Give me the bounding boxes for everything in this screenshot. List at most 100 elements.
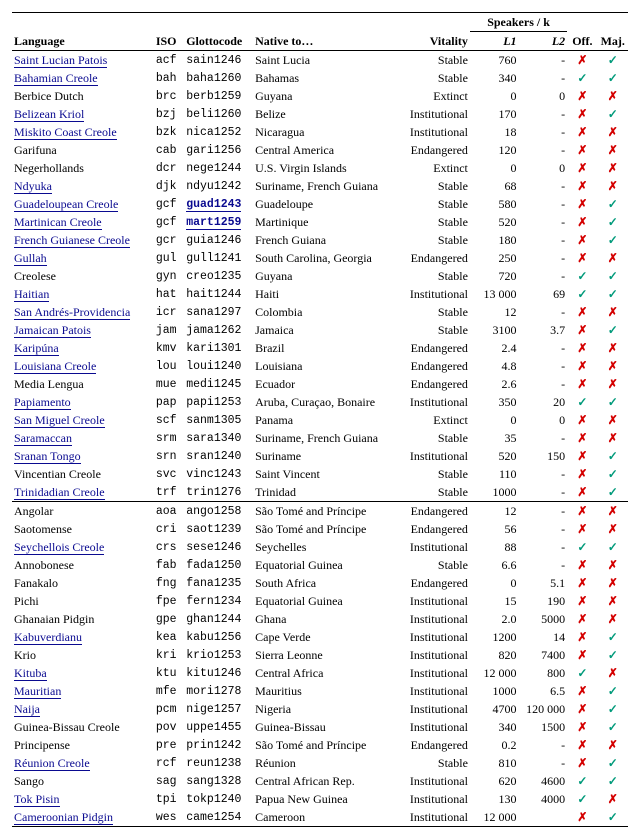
language-link[interactable]: Saramaccan [14, 431, 72, 446]
cell-language: San Miguel Creole [12, 411, 154, 429]
cell-glottocode: gari1256 [184, 141, 253, 159]
header-language: Language [12, 13, 154, 51]
header-native: Native to… [253, 13, 395, 51]
cell-official: ✗ [567, 357, 597, 375]
glottocode-link[interactable]: mart1259 [186, 216, 241, 230]
cell-native: Martinique [253, 213, 395, 231]
cell-l2: - [519, 502, 568, 521]
language-link[interactable]: Réunion Creole [14, 756, 90, 771]
cell-native: Papua New Guinea [253, 790, 395, 808]
cell-majority: ✓ [598, 447, 628, 465]
cell-vitality: Stable [395, 321, 470, 339]
cell-vitality: Institutional [395, 393, 470, 411]
cell-vitality: Endangered [395, 502, 470, 521]
cell-native: Louisiana [253, 357, 395, 375]
cell-l2: 1500 [519, 718, 568, 736]
cell-language: Vincentian Creole [12, 465, 154, 483]
language-link[interactable]: Ndyuka [14, 179, 52, 194]
cell-official: ✗ [567, 213, 597, 231]
cell-official: ✗ [567, 502, 597, 521]
cell-language: Berbice Dutch [12, 87, 154, 105]
cell-glottocode: guad1243 [184, 195, 253, 213]
cell-official: ✓ [567, 538, 597, 556]
header-glotto: Glottocode [184, 13, 253, 51]
language-link[interactable]: San Andrés-Providencia [14, 305, 130, 320]
table-row: Sranan Tongosrnsran1240SurinameInstituti… [12, 447, 628, 465]
cell-glottocode: baha1260 [184, 69, 253, 87]
cell-majority: ✗ [598, 375, 628, 393]
cell-official: ✗ [567, 87, 597, 105]
cell-l1: 4700 [470, 700, 519, 718]
cell-native: Guyana [253, 267, 395, 285]
cell-iso: sag [154, 772, 184, 790]
cell-vitality: Institutional [395, 646, 470, 664]
cell-majority: ✗ [598, 411, 628, 429]
language-link[interactable]: San Miguel Creole [14, 413, 105, 428]
language-link[interactable]: Karipúna [14, 341, 59, 356]
cell-glottocode: tokp1240 [184, 790, 253, 808]
cell-language: Martinican Creole [12, 213, 154, 231]
cell-glottocode: sana1297 [184, 303, 253, 321]
table-row: Ghanaian Pidgingpeghan1244GhanaInstituti… [12, 610, 628, 628]
cell-native: Mauritius [253, 682, 395, 700]
cell-majority: ✓ [598, 321, 628, 339]
language-link[interactable]: Sranan Tongo [14, 449, 81, 464]
cell-vitality: Endangered [395, 141, 470, 159]
cell-majority: ✗ [598, 159, 628, 177]
cell-native: Suriname, French Guiana [253, 177, 395, 195]
language-link[interactable]: Bahamian Creole [14, 71, 98, 86]
language-link[interactable]: Tok Pisin [14, 792, 60, 807]
cell-majority: ✗ [598, 556, 628, 574]
language-link[interactable]: Miskito Coast Creole [14, 125, 117, 140]
cell-native: Suriname, French Guiana [253, 429, 395, 447]
cell-iso: aoa [154, 502, 184, 521]
cell-glottocode: kabu1256 [184, 628, 253, 646]
cell-glottocode: kitu1246 [184, 664, 253, 682]
table-row: Tok Pisintpitokp1240Papua New GuineaInst… [12, 790, 628, 808]
cell-native: Guyana [253, 87, 395, 105]
cell-vitality: Endangered [395, 736, 470, 754]
cell-native: São Tomé and Príncipe [253, 736, 395, 754]
cell-l2: - [519, 520, 568, 538]
language-link[interactable]: Louisiana Creole [14, 359, 96, 374]
language-link[interactable]: Jamaican Patois [14, 323, 91, 338]
language-link[interactable]: Gullah [14, 251, 47, 266]
cell-official: ✗ [567, 447, 597, 465]
cell-l2: 5.1 [519, 574, 568, 592]
cell-native: U.S. Virgin Islands [253, 159, 395, 177]
language-link[interactable]: Saint Lucian Patois [14, 53, 107, 68]
language-link[interactable]: Mauritian [14, 684, 61, 699]
language-link[interactable]: Seychellois Creole [14, 540, 104, 555]
glottocode-link[interactable]: guad1243 [186, 198, 241, 212]
cell-language: French Guianese Creole [12, 231, 154, 249]
cell-iso: rcf [154, 754, 184, 772]
cell-iso: fpe [154, 592, 184, 610]
cell-native: Belize [253, 105, 395, 123]
language-link[interactable]: Cameroonian Pidgin [14, 810, 113, 825]
language-link[interactable]: Guadeloupean Creole [14, 197, 118, 212]
language-link[interactable]: Martinican Creole [14, 215, 102, 230]
language-link[interactable]: Papiamento [14, 395, 71, 410]
cell-iso: srn [154, 447, 184, 465]
language-link[interactable]: Naija [14, 702, 40, 717]
cell-iso: mfe [154, 682, 184, 700]
cell-native: Seychelles [253, 538, 395, 556]
language-link[interactable]: Haitian [14, 287, 49, 302]
cell-language: Réunion Creole [12, 754, 154, 772]
language-link[interactable]: Belizean Kriol [14, 107, 84, 122]
header-iso: ISO [154, 13, 184, 51]
cell-native: Saint Lucia [253, 51, 395, 70]
cell-l1: 6.6 [470, 556, 519, 574]
cell-majority: ✗ [598, 249, 628, 267]
cell-l1: 1200 [470, 628, 519, 646]
cell-majority: ✗ [598, 177, 628, 195]
cell-glottocode: creo1235 [184, 267, 253, 285]
table-row: Saotomensecrisaot1239São Tomé and Prínci… [12, 520, 628, 538]
cell-language: Tok Pisin [12, 790, 154, 808]
language-link[interactable]: French Guianese Creole [14, 233, 130, 248]
cell-l2: - [519, 465, 568, 483]
language-link[interactable]: Kabuverdianu [14, 630, 82, 645]
cell-native: Equatorial Guinea [253, 592, 395, 610]
language-link[interactable]: Trinidadian Creole [14, 485, 105, 500]
language-link[interactable]: Kituba [14, 666, 47, 681]
